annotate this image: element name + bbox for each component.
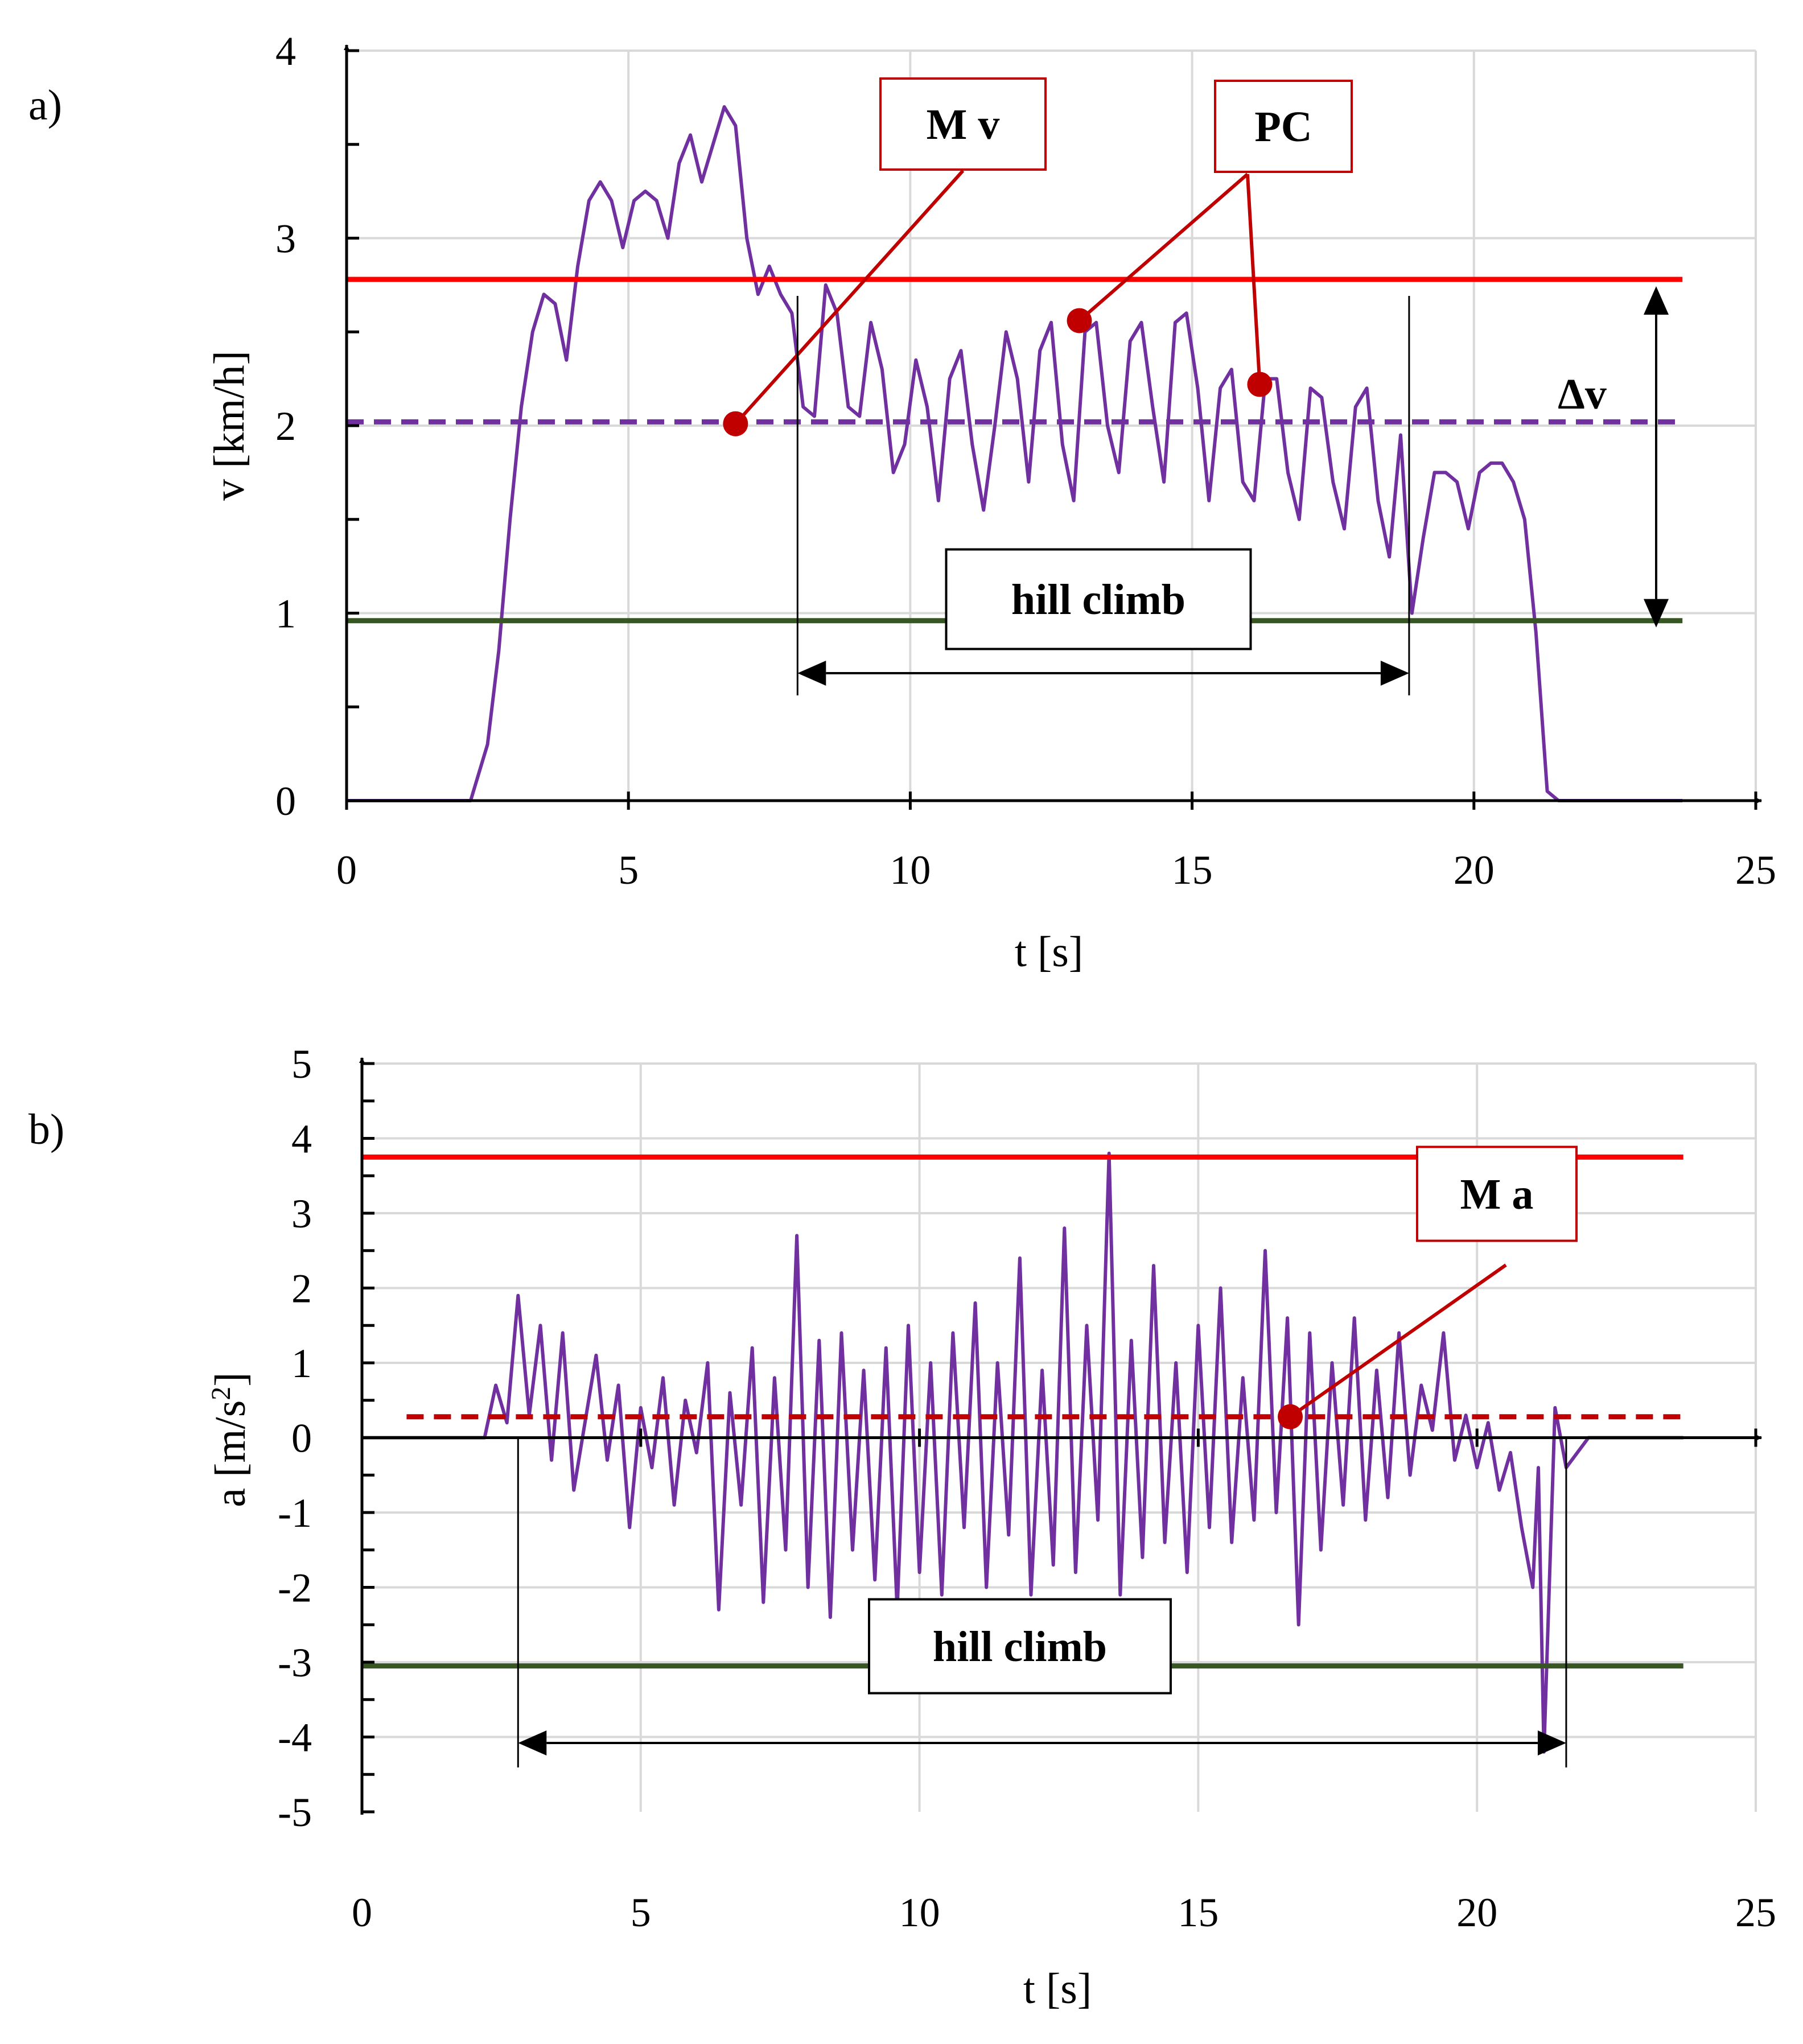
panel-b-y-tick--1: -1 [278, 1490, 312, 1536]
delta-v-label: Δv [1558, 370, 1607, 418]
ma-label-box [1416, 1145, 1578, 1242]
panel-a-gridlines [347, 50, 1757, 801]
panel-a-y-tick-3: 3 [275, 216, 296, 262]
delta-v-arrow-top-head [1644, 286, 1669, 315]
panel-a-series-v-line [347, 105, 1683, 802]
panel-b-y-tick-5: 5 [291, 1041, 312, 1087]
ma-point [1278, 1404, 1303, 1429]
mv-label-box [879, 77, 1047, 171]
panel-b-y-axis-label: a [m/s2] [206, 1372, 255, 1507]
panel-b-y-tick--2: -2 [278, 1565, 312, 1611]
mv-point [723, 411, 748, 436]
panel-b-y-label-main: a [m/s [207, 1400, 254, 1507]
panel-a-x-tick-0: 0 [336, 847, 357, 893]
panel-a-y-tick-labels: 0 1 2 3 4 [275, 28, 296, 824]
panel-a-y-tick-4: 4 [275, 28, 296, 74]
panel-b-annotations: M a hill climb [517, 1145, 1578, 1767]
pc-point-2 [1247, 372, 1273, 397]
hill-climb-b-label-text: hill climb [933, 1623, 1107, 1671]
panel-a-x-tick-labels: 0 5 10 15 20 25 [336, 847, 1776, 893]
panel-b-y-tick-0: 0 [291, 1416, 312, 1461]
panel-b-y-label-sup: 2 [206, 1387, 236, 1400]
pc-label-text: PC [1254, 103, 1312, 151]
panel-a-x-tick-5: 5 [618, 847, 639, 893]
delta-v-arrow-bottom-head [1644, 599, 1669, 628]
panel-b-x-tick-0: 0 [352, 1890, 372, 1935]
panel-b-acceleration-chart: b) 0 5 10 15 20 25 -5 -4 -3 -2 -1 0 1 2 3 4 5 M a hill c… [28, 1041, 1776, 2013]
panel-b-y-tick-1: 1 [291, 1341, 312, 1386]
panel-b-y-tick--3: -3 [278, 1640, 312, 1686]
panel-a-x-axis-label: t [s] [1015, 928, 1083, 976]
hill-climb-b-arrow-right-head [1537, 1730, 1566, 1755]
mv-label-text: M v [927, 101, 1000, 149]
panel-a-x-tick-15: 15 [1172, 847, 1213, 893]
hill-climb-a-arrow-left-head [797, 661, 826, 686]
hill-climb-b-arrow-left-head [518, 1730, 547, 1755]
panel-label-a: a) [28, 81, 62, 129]
panel-b-y-tick-2: 2 [291, 1266, 312, 1312]
panel-b-x-tick-5: 5 [631, 1890, 651, 1935]
pc-leader-line-1 [1078, 172, 1249, 322]
hill-climb-b-label-box [868, 1598, 1172, 1695]
ma-label-text: M a [1460, 1171, 1534, 1218]
panel-a-velocity-chart: a) 0 5 10 15 20 25 0 1 2 3 4 M v PC Δv hill climb t … [28, 28, 1776, 976]
panel-b-y-label-end: ] [207, 1372, 254, 1386]
panel-a-y-tick-2: 2 [275, 403, 296, 449]
panel-a-y-tick-1: 1 [275, 591, 296, 637]
panel-a-series [347, 105, 1683, 802]
ma-leader-line [1289, 1263, 1507, 1419]
panel-b-x-tick-15: 15 [1178, 1890, 1219, 1935]
panel-a-annotations: M v PC Δv hill climb [723, 77, 1669, 695]
panel-b-x-axis-label: t [s] [1023, 1965, 1092, 2013]
pc-point-1 [1067, 308, 1092, 333]
hill-climb-a-arrow-right-head [1380, 661, 1409, 686]
panel-b-y-tick-4: 4 [291, 1116, 312, 1162]
panel-b-y-tick--4: -4 [278, 1715, 312, 1761]
panel-b-x-tick-25: 25 [1735, 1890, 1776, 1935]
mv-leader-line [734, 169, 965, 425]
panel-b-series-a-line [362, 1151, 1683, 1754]
panel-a-x-tick-25: 25 [1735, 847, 1776, 893]
panel-b-x-tick-10: 10 [899, 1890, 940, 1935]
panel-b-axes [359, 1057, 1762, 1815]
panel-label-b: b) [28, 1106, 64, 1153]
pc-label-box [1214, 80, 1353, 173]
hill-climb-a-label-box [945, 548, 1252, 650]
hill-climb-a-label-text: hill climb [1011, 576, 1185, 624]
panel-b-y-tick--5: -5 [278, 1790, 312, 1835]
panel-a-y-axis-label: v [km/h] [205, 351, 253, 501]
panel-a-y-tick-0: 0 [275, 778, 296, 824]
panel-a-axes [344, 44, 1762, 810]
panel-b-y-tick-3: 3 [291, 1191, 312, 1237]
pc-leader-line-2 [1246, 174, 1262, 385]
panel-a-x-tick-10: 10 [890, 847, 931, 893]
panel-b-x-tick-20: 20 [1456, 1890, 1497, 1935]
panel-b-x-tick-labels: 0 5 10 15 20 25 [352, 1890, 1776, 1935]
panel-a-x-tick-20: 20 [1454, 847, 1495, 893]
panel-b-y-tick-labels: -5 -4 -3 -2 -1 0 1 2 3 4 5 [278, 1041, 312, 1835]
